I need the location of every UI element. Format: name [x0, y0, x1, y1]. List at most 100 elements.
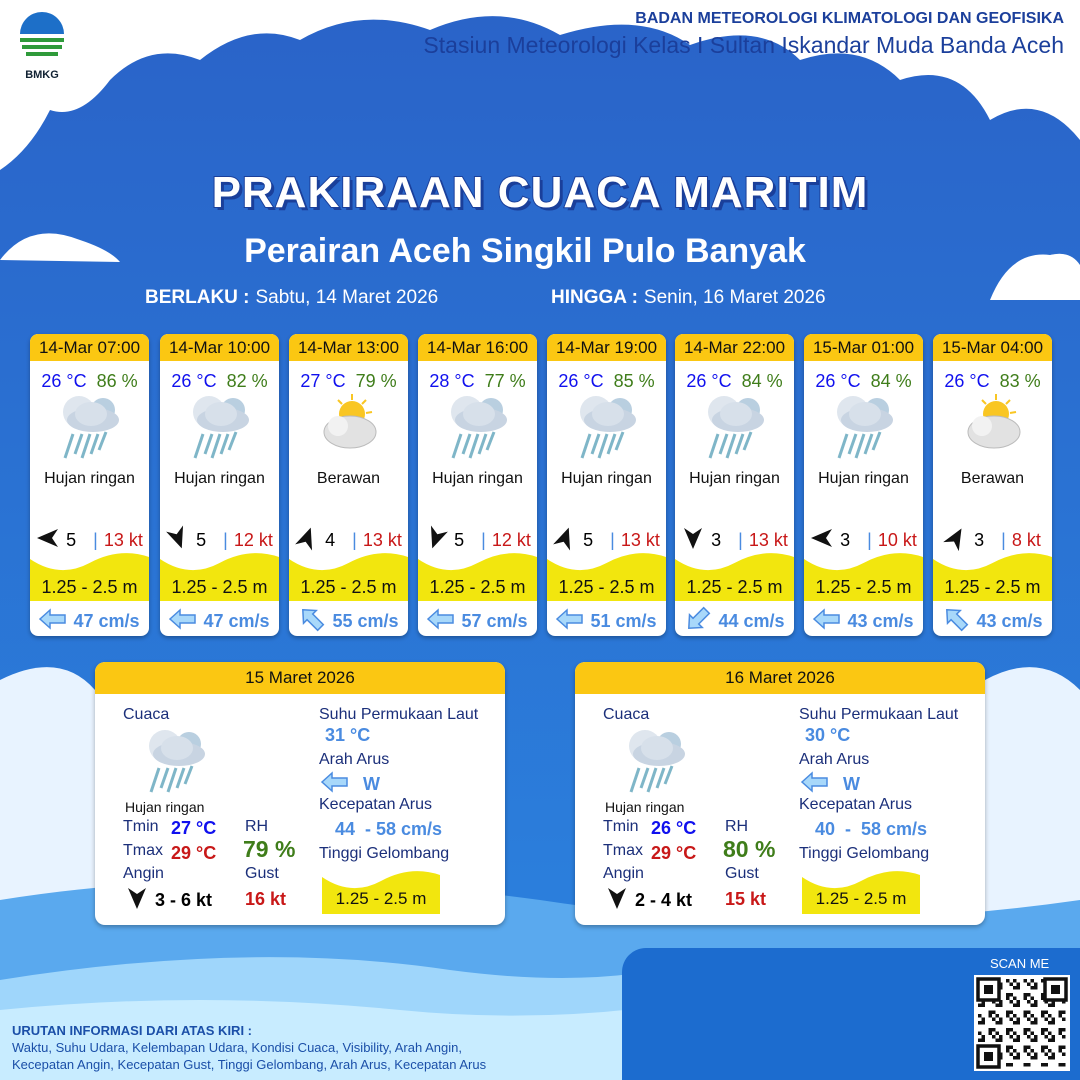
current-direction-icon [39, 608, 67, 635]
humidity: 77 % [484, 371, 526, 391]
gust-speed: 13 kt [103, 530, 143, 550]
current-row: 44 cm/s [675, 606, 794, 635]
wind-speed: 5 [454, 530, 465, 550]
wave-shape [675, 549, 794, 601]
forecast-time: 14-Mar 07:00 [30, 334, 149, 361]
valid-from-date: Sabtu, 14 Maret 2026 [255, 287, 439, 308]
station-name: Stasiun Meteorologi Kelas I Sultan Iskan… [423, 32, 1064, 58]
weather-condition: Hujan ringan [44, 470, 135, 487]
wave-shape [289, 549, 408, 601]
wind-range: 2 - 4 kt [605, 886, 692, 915]
wind-speed: 4 [325, 530, 336, 550]
tmin-value: 26 °C [651, 818, 697, 838]
forecast-time: 14-Mar 10:00 [160, 334, 279, 361]
area-name: Perairan Aceh Singkil Pulo Banyak [244, 232, 806, 270]
tmax-value: 29 °C [651, 843, 697, 863]
weather-condition: Hujan ringan [689, 470, 780, 487]
wave-height: 1.25 - 2.5 m [686, 577, 783, 597]
current-direction-value: W [363, 774, 380, 794]
partly-cloudy-icon [960, 392, 1026, 462]
wind-speed: 3 [974, 530, 985, 550]
gust-value: 15 kt [725, 889, 767, 909]
wind-direction-icon [605, 886, 629, 915]
divider: | [93, 530, 98, 550]
current-speed: 57 cm/s [461, 611, 528, 631]
wind-speed: 5 [66, 530, 77, 550]
wind-direction-icon [681, 526, 705, 555]
forecast-card: 14-Mar 07:00 26 °C 86 % Hujan ringan 5 |… [30, 334, 149, 636]
light-rain-icon [702, 392, 768, 462]
gust-speed: 13 kt [748, 530, 788, 550]
forecast-time: 15-Mar 01:00 [804, 334, 923, 361]
wave-height: 1.25 - 2.5 m [335, 889, 427, 908]
forecast-card: 14-Mar 13:00 27 °C 79 % Berawan 4 | 13 kt… [289, 334, 408, 636]
temp-rh: 26 °C 82 % [160, 371, 279, 392]
current-arrow-icon [800, 771, 829, 798]
gust-speed: 8 kt [1011, 530, 1041, 550]
wind-row: 3 | 8 kt [933, 526, 1052, 555]
air-temperature: 26 °C [944, 371, 990, 391]
current-direction-icon [169, 608, 197, 635]
light-rain-icon [187, 392, 253, 462]
partly-cloudy-icon [316, 392, 382, 462]
light-rain-icon [445, 392, 511, 462]
air-temperature: 26 °C [558, 371, 604, 391]
divider: | [352, 530, 357, 550]
wind-range-value: 3 - 6 kt [155, 890, 213, 910]
valid-to-label: HINGGA : [551, 287, 638, 308]
temp-rh: 26 °C 84 % [675, 371, 794, 392]
page-title: PRAKIRAAN CUACA MARITIM [211, 167, 869, 218]
tmin-label: Tmin [123, 818, 159, 835]
current-direction-icon [298, 608, 326, 635]
wind-label: Angin [123, 865, 164, 882]
wind-label: Angin [603, 865, 644, 882]
current-speed-label: Kecepatan Arus [319, 796, 432, 813]
wave-height: 1.25 - 2.5 m [41, 577, 138, 597]
forecast-card: 15-Mar 01:00 26 °C 84 % Hujan ringan 3 |… [804, 334, 923, 636]
weather-condition: Hujan ringan [605, 799, 685, 815]
current-direction-label: Arah Arus [799, 751, 870, 768]
current-row: 57 cm/s [418, 608, 537, 635]
weather-condition: Hujan ringan [125, 799, 205, 815]
wave-shape [547, 549, 666, 601]
wind-row: 4 | 13 kt [289, 526, 408, 555]
forecast-time: 14-Mar 13:00 [289, 334, 408, 361]
wind-speed: 5 [196, 530, 207, 550]
wind-speed: 5 [583, 530, 594, 550]
current-speed: 51 cm/s [590, 611, 657, 631]
current-speed-value: 40 - 58 cm/s [815, 819, 928, 839]
divider: | [481, 530, 486, 550]
gust-value: 16 kt [245, 889, 287, 909]
divider: | [610, 530, 615, 550]
humidity: 84 % [741, 371, 783, 391]
temp-rh: 28 °C 77 % [418, 371, 537, 392]
humidity: 86 % [96, 371, 138, 391]
daily-date: 16 Maret 2026 [575, 662, 985, 694]
current-direction-icon [813, 608, 841, 635]
temp-rh: 26 °C 85 % [547, 371, 666, 392]
forecast-time: 14-Mar 19:00 [547, 334, 666, 361]
gust-speed: 13 kt [620, 530, 660, 550]
humidity: 83 % [999, 371, 1041, 391]
footer-heading: URUTAN INFORMASI DARI ATAS KIRI : [12, 1023, 252, 1038]
qr-code[interactable] [974, 975, 1070, 1071]
gust-speed: 12 kt [233, 530, 273, 550]
current-row: 47 cm/s [30, 608, 149, 635]
tmax-value: 29 °C [171, 843, 217, 863]
wave-height: 1.25 - 2.5 m [558, 577, 655, 597]
temp-rh: 26 °C 83 % [933, 371, 1052, 392]
gust-label: Gust [725, 865, 759, 882]
bmkg-logo: BMKG [14, 12, 70, 81]
valid-to: HINGGA : Senin, 16 Maret 2026 [551, 287, 826, 309]
divider: | [738, 530, 743, 550]
tmax-label: Tmax [123, 842, 163, 859]
organization-name: BADAN METEOROLOGI KLIMATOLOGI DAN GEOFIS… [635, 10, 1064, 27]
divider: | [867, 530, 872, 550]
current-row: 55 cm/s [289, 608, 408, 635]
current-direction: W [320, 771, 380, 798]
sst-value: 31 °C [325, 725, 371, 745]
humidity: 82 % [226, 371, 268, 391]
scan-me-label: SCAN ME [990, 956, 1050, 971]
wave-shape [30, 549, 149, 601]
wave-height: 1.25 - 2.5 m [300, 577, 397, 597]
